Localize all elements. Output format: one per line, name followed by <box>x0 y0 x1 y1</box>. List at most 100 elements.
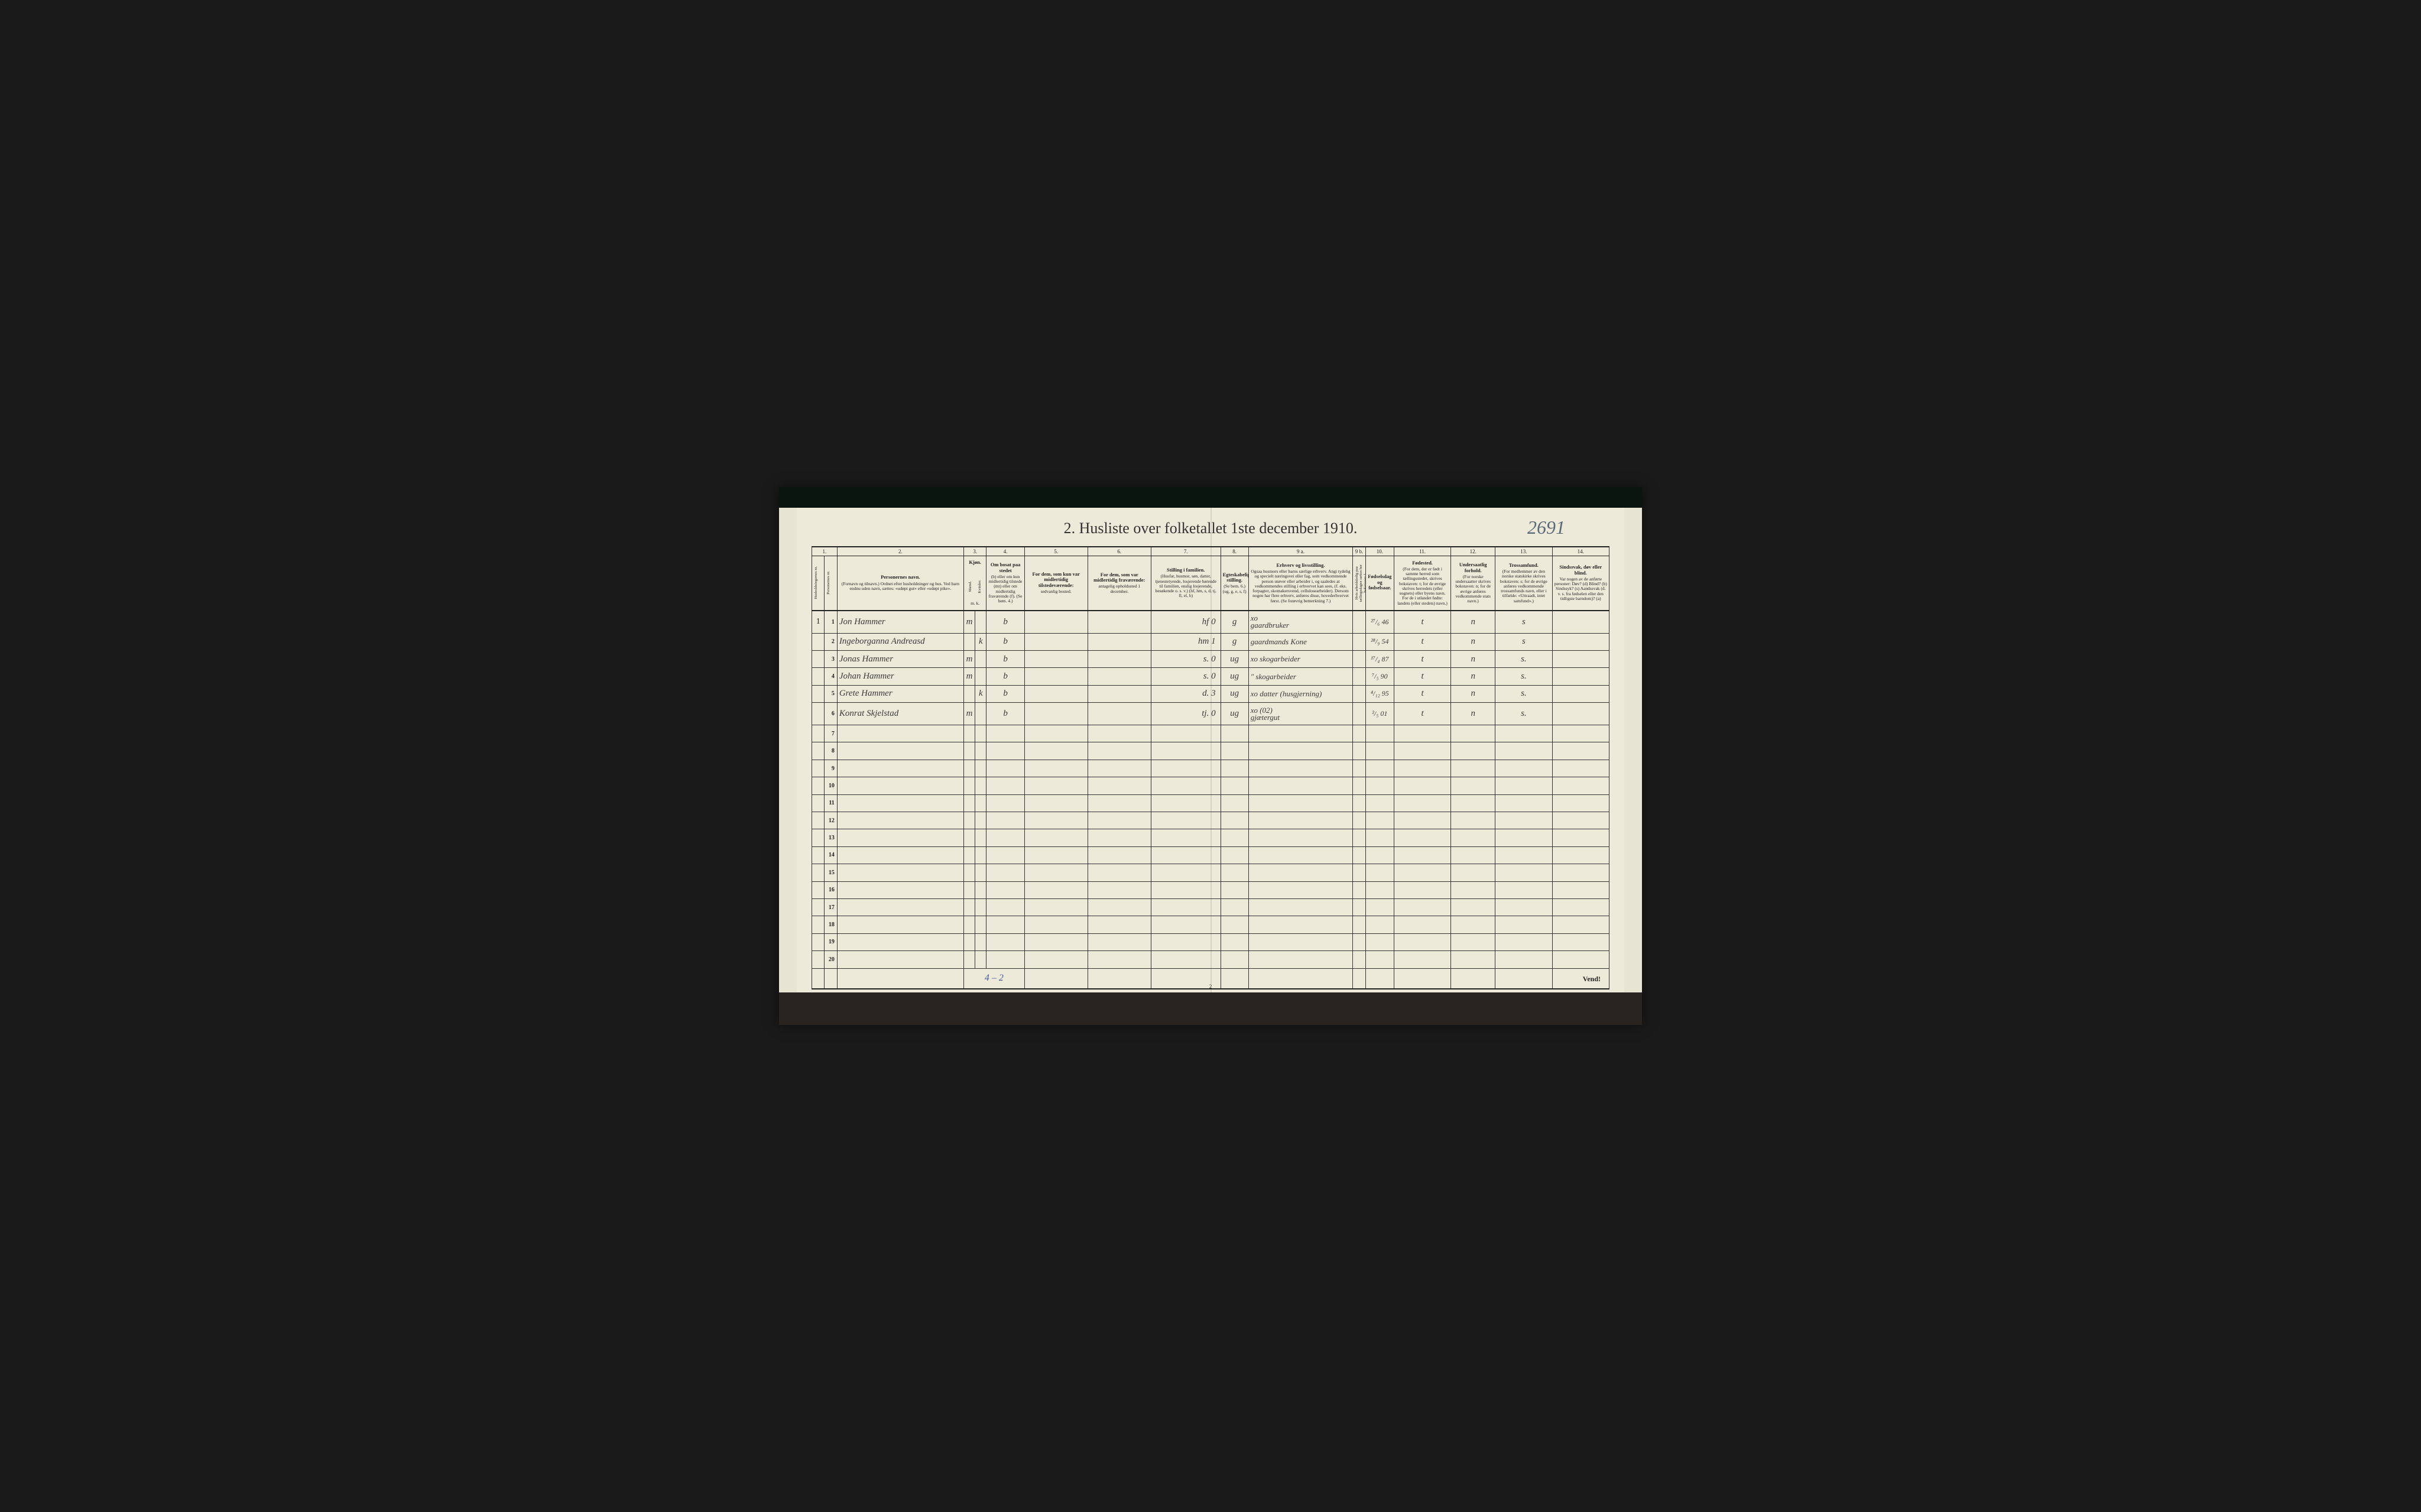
cell-erhverv <box>1248 864 1353 881</box>
table-row: 15 <box>812 864 1609 881</box>
cell-9b <box>1353 846 1365 864</box>
cell-c6 <box>1088 611 1151 634</box>
cell-undersaat <box>1451 742 1495 760</box>
cell-dob: ¹⁷/₄ 87 <box>1365 650 1394 667</box>
cell-sex-k <box>975 881 986 898</box>
cell-undersaat: n <box>1451 668 1495 685</box>
cell-hh <box>812 703 825 725</box>
cell-c6 <box>1088 864 1151 881</box>
cell-fodested: t <box>1394 668 1450 685</box>
census-table: 1. 2. 3. 4. 5. 6. 7. 8. 9 a. 9 b. 10. 11… <box>812 546 1609 989</box>
colnum-9a: 9 a. <box>1248 547 1353 556</box>
cell-fodested <box>1394 777 1450 794</box>
cell-hh <box>812 881 825 898</box>
cell-fodested: t <box>1394 650 1450 667</box>
cell-tros: s <box>1495 633 1552 650</box>
cell-tros <box>1495 760 1552 777</box>
cell-person-nr: 3 <box>825 650 837 667</box>
cell-fam <box>1151 916 1221 933</box>
cell-sex-m <box>963 864 975 881</box>
cell-fodested <box>1394 794 1450 812</box>
cell-person-nr: 1 <box>825 611 837 634</box>
cell-sex-m <box>963 933 975 950</box>
cell-hh <box>812 933 825 950</box>
cell-tros <box>1495 812 1552 829</box>
cell-undersaat: n <box>1451 685 1495 702</box>
cell-name: Konrat Skjelstad <box>837 703 963 725</box>
cell-c14 <box>1552 933 1609 950</box>
cell-sex-m <box>963 898 975 916</box>
cell-tros: s <box>1495 611 1552 634</box>
cell-sex-k: k <box>975 685 986 702</box>
header-bosat: Om bosat paa stedet(b) eller om kun midl… <box>986 556 1024 611</box>
cell-bosat <box>986 760 1024 777</box>
cell-sex-m <box>963 812 975 829</box>
cell-eg <box>1221 742 1248 760</box>
cell-c5 <box>1024 864 1088 881</box>
cell-c6 <box>1088 916 1151 933</box>
cell-dob: ⁷/₅ 90 <box>1365 668 1394 685</box>
cell-undersaat <box>1451 812 1495 829</box>
cell-fam <box>1151 794 1221 812</box>
cell-erhverv <box>1248 933 1353 950</box>
cell-bosat <box>986 829 1024 846</box>
cell-person-nr: 8 <box>825 742 837 760</box>
header-fodested: Fødested.(For dem, der er født i samme h… <box>1394 556 1450 611</box>
cell-bosat: b <box>986 685 1024 702</box>
cell-c5 <box>1024 611 1088 634</box>
cell-9b <box>1353 650 1365 667</box>
cell-sex-m <box>963 951 975 968</box>
cell-undersaat <box>1451 916 1495 933</box>
cell-hh <box>812 794 825 812</box>
cell-person-nr: 20 <box>825 951 837 968</box>
cell-sex-m: m <box>963 703 975 725</box>
cell-c5 <box>1024 633 1088 650</box>
cell-person-nr: 5 <box>825 685 837 702</box>
header-arbeidsledig: Hvis arbeidsledig paa tællingsdagen sætt… <box>1353 556 1365 611</box>
cell-9b <box>1353 668 1365 685</box>
header-midl-tilstede: For dem, som kun var midlertidig tilsted… <box>1024 556 1088 611</box>
cell-eg: ug <box>1221 650 1248 667</box>
cell-sex-m: m <box>963 668 975 685</box>
table-row: 2Ingeborganna Andreasdkbhm 1ggaardmands … <box>812 633 1609 650</box>
cell-undersaat <box>1451 777 1495 794</box>
cell-name <box>837 951 963 968</box>
cell-c6 <box>1088 829 1151 846</box>
cell-c5 <box>1024 829 1088 846</box>
cell-tros: s. <box>1495 650 1552 667</box>
cell-sex-k <box>975 760 986 777</box>
cell-fodested <box>1394 760 1450 777</box>
cell-hh <box>812 846 825 864</box>
table-row: 3Jonas Hammermbs. 0ugxo skogarbeider¹⁷/₄… <box>812 650 1609 667</box>
cell-sex-m: m <box>963 611 975 634</box>
cell-erhverv <box>1248 812 1353 829</box>
cell-dob <box>1365 898 1394 916</box>
cell-9b <box>1353 685 1365 702</box>
cell-hh: 1 <box>812 611 825 634</box>
header-fodselsdag: Fødselsdag og fødselsaar. <box>1365 556 1394 611</box>
cell-erhverv <box>1248 881 1353 898</box>
cell-sex-k <box>975 794 986 812</box>
cell-erhverv <box>1248 829 1353 846</box>
cell-name <box>837 846 963 864</box>
cell-undersaat: n <box>1451 650 1495 667</box>
cell-c14 <box>1552 703 1609 725</box>
colnum-10: 10. <box>1365 547 1394 556</box>
cell-bosat: b <box>986 650 1024 667</box>
cell-erhverv: xo gaardbruker <box>1248 611 1353 634</box>
cell-c6 <box>1088 633 1151 650</box>
cell-dob: ²⁷/₆ 46 <box>1365 611 1394 634</box>
cell-hh <box>812 864 825 881</box>
cell-fodested <box>1394 916 1450 933</box>
table-row: 16 <box>812 881 1609 898</box>
cell-c14 <box>1552 846 1609 864</box>
cell-hh <box>812 633 825 650</box>
table-row: 14 <box>812 846 1609 864</box>
cell-sex-k <box>975 650 986 667</box>
cell-undersaat <box>1451 898 1495 916</box>
cell-sex-k <box>975 864 986 881</box>
vend-label: Vend! <box>1583 975 1601 984</box>
cell-dob <box>1365 812 1394 829</box>
cell-c6 <box>1088 742 1151 760</box>
cell-eg <box>1221 812 1248 829</box>
